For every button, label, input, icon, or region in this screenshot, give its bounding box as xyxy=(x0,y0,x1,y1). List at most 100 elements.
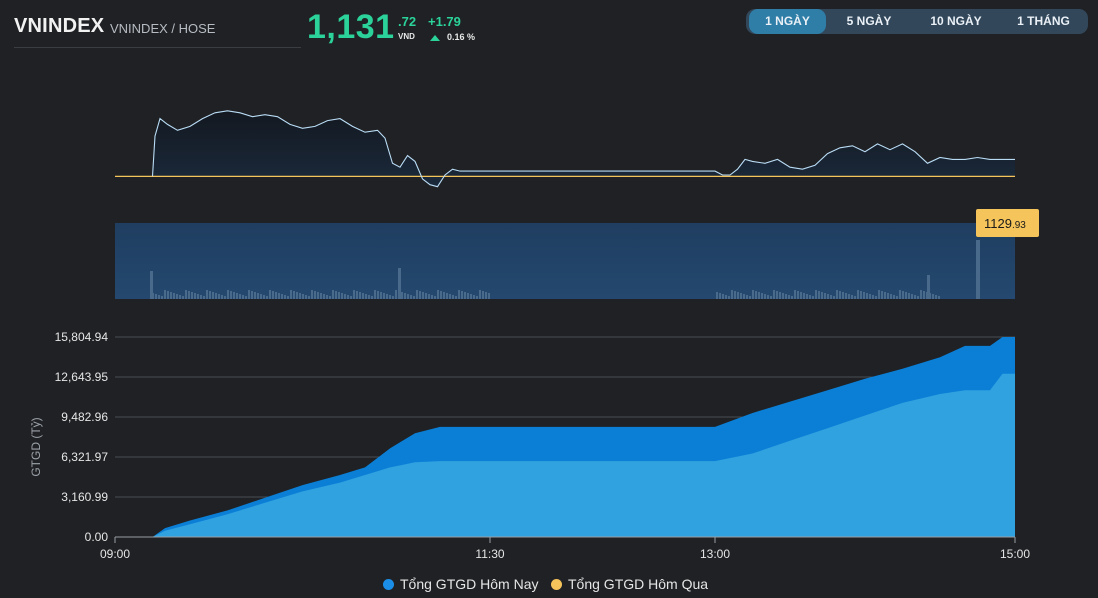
legend-item-today[interactable]: Tổng GTGD Hôm Nay xyxy=(383,576,538,592)
volume-bar xyxy=(209,291,211,299)
volume-bar xyxy=(428,294,430,299)
volume-bar xyxy=(976,240,980,299)
volume-bar xyxy=(734,291,736,299)
volume-bar xyxy=(419,291,421,299)
volume-bar xyxy=(788,295,790,299)
volume-bar xyxy=(884,292,886,299)
volume-bar xyxy=(251,291,253,299)
reference-price-badge: 1129.93 xyxy=(976,209,1039,237)
volume-bar xyxy=(176,294,178,299)
symbol-title: VNINDEX xyxy=(14,15,105,37)
volume-bar xyxy=(875,296,877,299)
volume-bar xyxy=(164,290,166,299)
volume-bar xyxy=(782,293,784,299)
volume-bar xyxy=(452,295,454,299)
y-tick-label: 9,482.96 xyxy=(61,410,108,424)
volume-bar xyxy=(740,293,742,299)
volume-bar xyxy=(365,294,367,299)
price-currency: VND xyxy=(398,32,415,41)
exchange-label: VNINDEX / HOSE xyxy=(110,21,216,36)
volume-bar xyxy=(473,295,475,299)
volume-bar xyxy=(737,292,739,299)
arrow-up-icon xyxy=(430,35,440,41)
volume-bar xyxy=(323,294,325,299)
y-tick-label: 15,804.94 xyxy=(55,330,109,344)
volume-bar xyxy=(317,292,319,299)
intraday-area-fill xyxy=(115,110,1015,187)
volume-bar xyxy=(911,294,913,299)
volume-bar xyxy=(257,293,259,299)
volume-bar xyxy=(410,295,412,299)
volume-bar xyxy=(935,295,937,299)
legend-yesterday-label: Tổng GTGD Hôm Qua xyxy=(568,576,709,592)
volume-bar xyxy=(248,290,250,299)
volume-bar xyxy=(362,293,364,299)
period-1-day-tab[interactable]: 1 NGÀY xyxy=(749,9,826,34)
period-5-days-tab[interactable]: 5 NGÀY xyxy=(846,14,892,28)
volume-bar xyxy=(764,294,766,299)
volume-bar xyxy=(869,294,871,299)
volume-bar xyxy=(266,296,268,299)
volume-bar xyxy=(755,291,757,299)
volume-bar xyxy=(185,290,187,299)
volume-bar xyxy=(227,290,229,299)
volume-bar xyxy=(161,296,163,299)
volume-bar xyxy=(836,290,838,299)
volume-bar xyxy=(791,296,793,299)
volume-bar xyxy=(200,295,202,299)
volume-bar xyxy=(350,296,352,299)
volume-bar xyxy=(374,290,376,299)
volume-bar xyxy=(233,292,235,299)
volume-bar xyxy=(215,293,217,299)
volume-bar xyxy=(833,296,835,299)
volume-bar xyxy=(278,293,280,299)
volume-bar xyxy=(848,294,850,299)
legend-item-yesterday[interactable]: Tổng GTGD Hôm Qua xyxy=(551,576,708,592)
volume-bar xyxy=(179,295,181,299)
volume-bar xyxy=(150,271,153,299)
volume-bar xyxy=(242,295,244,299)
volume-bar xyxy=(920,290,922,299)
volume-bar xyxy=(224,296,226,299)
volume-bar xyxy=(854,296,856,299)
volume-bar xyxy=(803,293,805,299)
volume-bar xyxy=(203,296,205,299)
reference-badge-text: 1129.93 xyxy=(984,216,1026,231)
period-10-days-tab[interactable]: 10 NGÀY xyxy=(930,14,982,28)
volume-bar xyxy=(722,294,724,299)
volume-bar xyxy=(902,291,904,299)
price-decimal: .72 xyxy=(398,14,417,29)
volume-bar xyxy=(449,294,451,299)
volume-bar xyxy=(263,295,265,299)
volume-bar xyxy=(347,295,349,299)
volume-bar xyxy=(464,292,466,299)
volume-bar xyxy=(212,292,214,299)
volume-bar xyxy=(302,294,304,299)
volume-bar xyxy=(332,290,334,299)
volume-bar xyxy=(938,296,940,299)
volume-bar xyxy=(824,293,826,299)
volume-bar xyxy=(482,291,484,299)
x-axis-ticks: 09:00 11:30 13:00 15:00 xyxy=(100,537,1030,561)
volume-bar xyxy=(197,294,199,299)
volume-bar xyxy=(914,295,916,299)
volume-bar xyxy=(896,296,898,299)
volume-bar xyxy=(335,291,337,299)
volume-bar xyxy=(158,295,160,299)
volume-bar xyxy=(188,291,190,299)
volume-bar xyxy=(359,292,361,299)
symbol-block: VNINDEX VNINDEX / HOSE xyxy=(14,15,301,48)
volume-bar xyxy=(923,291,925,299)
y-tick-label: 3,160.99 xyxy=(61,490,108,504)
volume-bar xyxy=(434,296,436,299)
volume-bar xyxy=(182,296,184,299)
volume-bar xyxy=(239,294,241,299)
volume-bar xyxy=(446,293,448,299)
period-1-month-tab[interactable]: 1 THÁNG xyxy=(1017,14,1070,28)
volume-bar xyxy=(314,291,316,299)
volume-bar xyxy=(293,291,295,299)
reference-badge-box xyxy=(976,209,1039,237)
legend-today-label: Tổng GTGD Hôm Nay xyxy=(400,576,539,592)
volume-bar xyxy=(815,290,817,299)
volume-bar xyxy=(773,290,775,299)
